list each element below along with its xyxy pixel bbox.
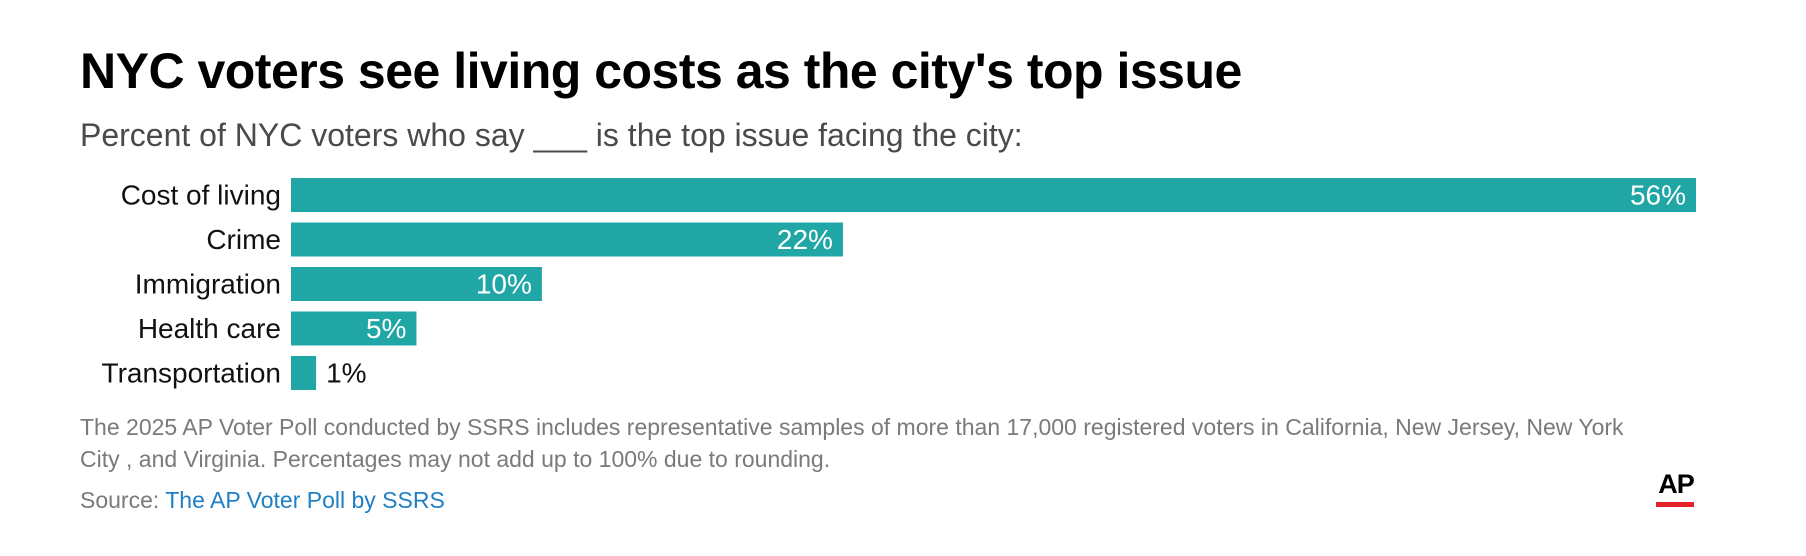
bar-chart: Cost of living 56% Crime 22% Immigration 10% H…: [102, 178, 1696, 390]
category-label-cost-of-living: Cost of living: [121, 180, 281, 211]
value-label-cost-of-living: 56%: [1630, 180, 1686, 211]
bar-health-care: [291, 311, 417, 346]
bar-transportation: [291, 356, 317, 390]
category-label-health-care: Health care: [138, 313, 281, 344]
value-label-immigration: 10%: [476, 269, 532, 300]
chart-subtitle: Percent of NYC voters who say ___ is the…: [80, 117, 1023, 153]
source-line: Source: The AP Voter Poll by SSRS: [80, 487, 445, 514]
ap-logo-underline: [1656, 502, 1694, 507]
source-link[interactable]: The AP Voter Poll by SSRS: [165, 487, 445, 513]
category-label-immigration: Immigration: [135, 269, 281, 300]
ap-logo-text: AP: [1658, 469, 1695, 499]
chart-title: NYC voters see living costs as the city'…: [80, 43, 1242, 99]
value-label-crime: 22%: [777, 224, 833, 255]
value-label-transportation: 1%: [326, 358, 366, 389]
bar-crime: [291, 222, 843, 257]
bar-cost-of-living: [291, 178, 1696, 212]
source-label: Source:: [80, 487, 160, 513]
ap-logo: AP: [1656, 470, 1696, 510]
methodology-note: The 2025 AP Voter Poll conducted by SSRS…: [80, 414, 1624, 472]
value-label-health-care: 5%: [366, 313, 406, 344]
category-label-crime: Crime: [206, 224, 281, 255]
category-label-transportation: Transportation: [102, 358, 282, 389]
bar-immigration: [291, 267, 542, 301]
